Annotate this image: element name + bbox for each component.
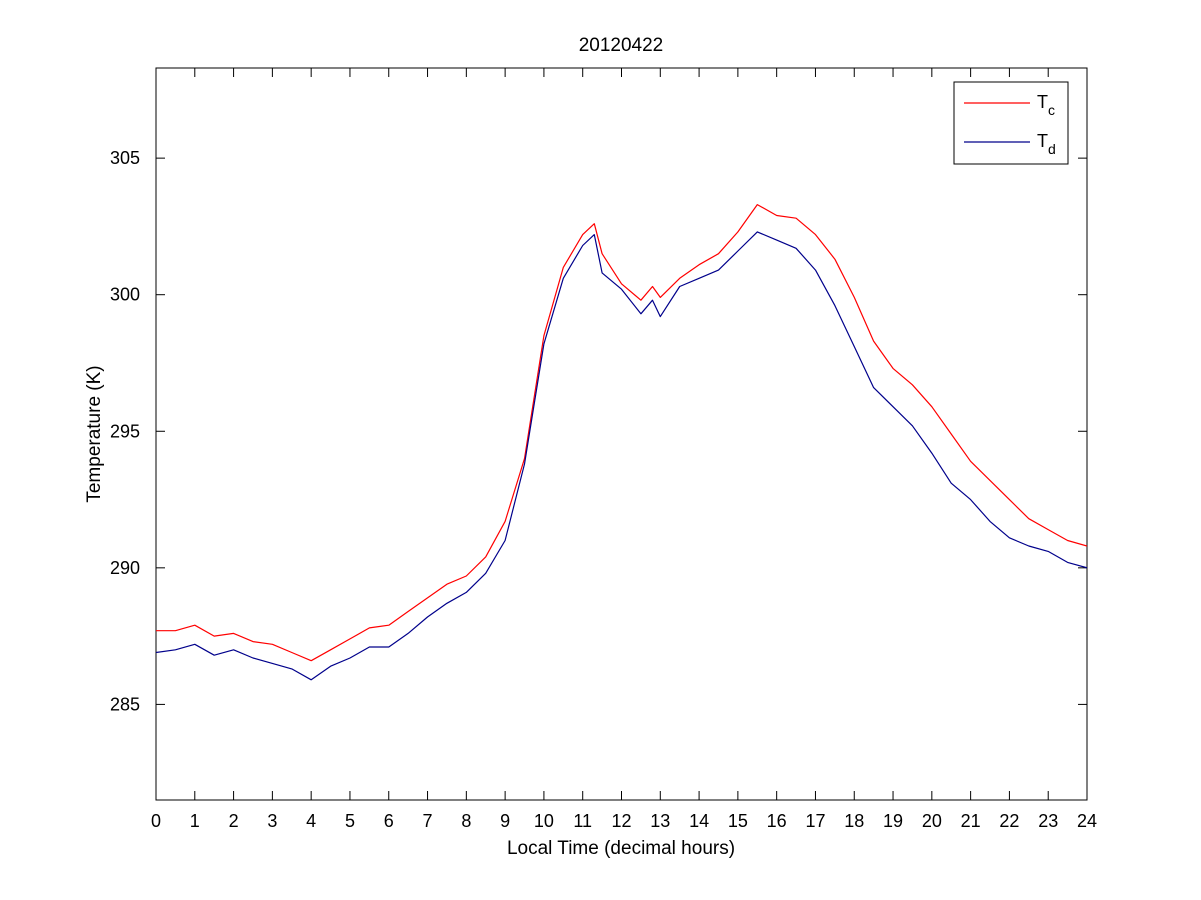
x-tick-label: 23	[1038, 811, 1058, 831]
y-tick-label: 300	[110, 285, 140, 305]
x-tick-label: 2	[229, 811, 239, 831]
x-tick-label: 6	[384, 811, 394, 831]
legend-box	[953, 81, 1069, 165]
x-tick-label: 12	[611, 811, 631, 831]
y-tick-label: 295	[110, 421, 140, 441]
legend-label-subscript: c	[1048, 102, 1055, 118]
legend-label-subscript: d	[1048, 141, 1056, 157]
x-tick-label: 13	[650, 811, 670, 831]
series-line-Tc	[156, 204, 1087, 662]
x-tick-label: 7	[423, 811, 433, 831]
x-tick-label: 14	[689, 811, 709, 831]
series-line-Td	[156, 231, 1087, 681]
y-tick-label: 290	[110, 558, 140, 578]
y-axis-title: Temperature (K)	[84, 365, 105, 502]
y-tick-label: 305	[110, 148, 140, 168]
x-tick-label: 21	[961, 811, 981, 831]
x-tick-label: 1	[190, 811, 200, 831]
x-tick-label: 22	[999, 811, 1019, 831]
x-tick-label: 20	[922, 811, 942, 831]
x-tick-label: 17	[805, 811, 825, 831]
plot-area: 0 1 2 3 4 5 6 7 8 9 10 11 12 13 14 15 16 17 18 19 20 21 22 23 24…	[110, 67, 1097, 831]
x-tick-label: 19	[883, 811, 903, 831]
x-tick-label: 24	[1077, 811, 1097, 831]
x-tick-label: 0	[151, 811, 161, 831]
x-tick-label: 15	[728, 811, 748, 831]
x-axis-title: Local Time (decimal hours)	[507, 838, 735, 859]
x-tick-label: 11	[573, 811, 592, 831]
x-tick-label: 9	[500, 811, 510, 831]
x-tick-label: 8	[461, 811, 471, 831]
chart-title: 20120422	[579, 35, 664, 56]
x-tick-label: 18	[844, 811, 864, 831]
y-tick-label: 285	[110, 694, 140, 714]
x-tick-label: 5	[345, 811, 355, 831]
x-tick-label: 3	[267, 811, 277, 831]
x-tick-label: 16	[767, 811, 787, 831]
x-tick-label: 4	[306, 811, 316, 831]
x-tick-label: 10	[534, 811, 554, 831]
